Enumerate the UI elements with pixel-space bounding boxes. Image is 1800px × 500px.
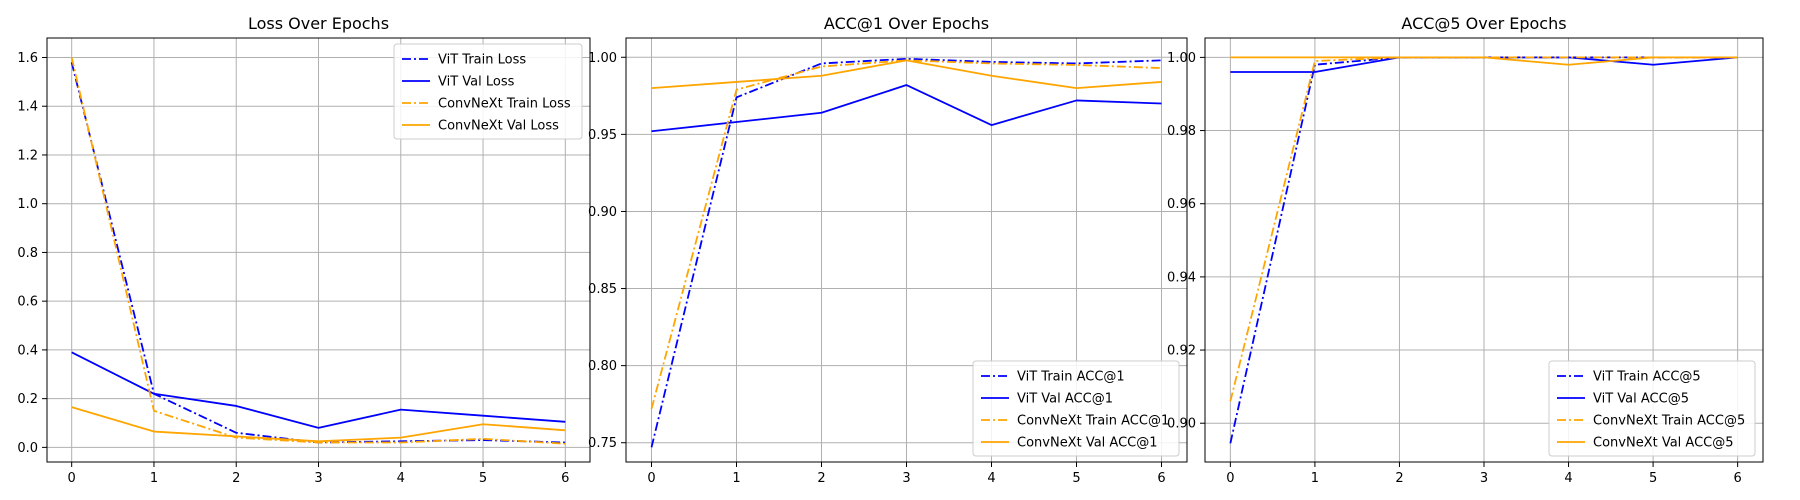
y-tick-label: 0.6 xyxy=(17,295,38,310)
plot-frame xyxy=(1204,37,1764,463)
series-line-4 xyxy=(651,59,1162,90)
x-tick-label: 0 xyxy=(68,471,76,486)
y-tick-label: 0.90 xyxy=(1167,417,1196,432)
x-tick-label: 0 xyxy=(647,471,655,486)
y-tick-label: 0.90 xyxy=(588,205,617,220)
chart-panel-3: ACC@5 Over Epochs 0 1 2 3 4 5 6 0.90 0.92 0.94 0.96… xyxy=(1167,14,1764,486)
legend-label: ViT Train Loss xyxy=(438,53,526,68)
legend: ViT Train ACC@5 ViT Val ACC@5 ConvNeXt Tra… xyxy=(1548,360,1756,457)
legend-label: ConvNeXt Train Loss xyxy=(438,97,571,112)
series-line-1 xyxy=(650,57,1162,448)
legend-box xyxy=(972,360,1180,457)
series-line-2 xyxy=(71,351,566,429)
series-line-4 xyxy=(71,406,566,443)
legend-label: ConvNeXt Val ACC@1 xyxy=(1017,436,1158,451)
legend-label: ViT Val Loss xyxy=(438,75,515,90)
plot-frame xyxy=(46,37,591,463)
chart-title: ACC@1 Over Epochs xyxy=(824,14,989,33)
y-tick-label: 0.4 xyxy=(17,343,38,358)
legend-label: ConvNeXt Val Loss xyxy=(438,119,559,134)
chart-title: Loss Over Epochs xyxy=(248,14,389,33)
x-tick-label: 5 xyxy=(1649,471,1657,486)
x-tick-label: 2 xyxy=(232,471,240,486)
y-tick-label: 0.85 xyxy=(588,282,617,297)
chart-panel-1: Loss Over Epochs 0 1 2 3 4 5 6 0.0 0.2 0.4 0.6 0.8 1.… xyxy=(17,14,591,486)
legend-label: ConvNeXt Train ACC@1 xyxy=(1017,414,1169,429)
y-tick-label: 1.4 xyxy=(17,100,38,115)
legend-box xyxy=(1548,360,1756,457)
y-tick-label: 0.96 xyxy=(1167,197,1196,212)
x-tick-label: 2 xyxy=(817,471,825,486)
y-tick-label: 1.00 xyxy=(1167,51,1196,66)
x-tick-label: 1 xyxy=(1311,471,1319,486)
legend-box xyxy=(393,43,583,140)
y-tick-label: 1.0 xyxy=(17,197,38,212)
legend-label: ViT Train ACC@1 xyxy=(1017,370,1125,385)
x-tick-label: 0 xyxy=(1226,471,1234,486)
legend-label: ConvNeXt Train ACC@5 xyxy=(1593,414,1745,429)
series-line-3 xyxy=(650,59,1162,410)
legend-label: ViT Val ACC@5 xyxy=(1593,392,1689,407)
x-tick-label: 3 xyxy=(1480,471,1488,486)
series-line-2 xyxy=(651,84,1162,133)
x-tick-label: 4 xyxy=(987,471,995,486)
legend-label: ConvNeXt Val ACC@5 xyxy=(1593,436,1734,451)
y-tick-label: 0.98 xyxy=(1167,124,1196,139)
x-tick-label: 4 xyxy=(1564,471,1572,486)
legend-label: ViT Val ACC@1 xyxy=(1017,392,1113,407)
x-tick-label: 6 xyxy=(1157,471,1165,486)
y-tick-label: 0.80 xyxy=(588,359,617,374)
y-tick-label: 0.92 xyxy=(1167,344,1196,359)
x-tick-label: 3 xyxy=(314,471,322,486)
x-tick-label: 6 xyxy=(561,471,569,486)
y-tick-label: 1.6 xyxy=(17,51,38,66)
x-tick-label: 3 xyxy=(902,471,910,486)
x-tick-label: 5 xyxy=(1072,471,1080,486)
y-tick-label: 0.94 xyxy=(1167,270,1196,285)
y-tick-label: 0.75 xyxy=(588,436,617,451)
x-tick-label: 4 xyxy=(397,471,405,486)
series-line-3 xyxy=(70,57,566,445)
x-tick-label: 6 xyxy=(1733,471,1741,486)
legend-label: ViT Train ACC@5 xyxy=(1593,370,1701,385)
y-tick-label: 0.0 xyxy=(17,441,38,456)
y-tick-label: 0.95 xyxy=(588,128,617,143)
series-line-4 xyxy=(1230,56,1738,66)
y-tick-label: 1.2 xyxy=(17,148,38,163)
legend: ViT Train Loss ViT Val Loss ConvNeXt Train… xyxy=(393,43,583,140)
chart-title: ACC@5 Over Epochs xyxy=(1401,14,1566,33)
x-tick-label: 1 xyxy=(150,471,158,486)
legend: ViT Train ACC@1 ViT Val ACC@1 ConvNeXt Tra… xyxy=(972,360,1180,457)
x-tick-label: 2 xyxy=(1395,471,1403,486)
x-tick-label: 5 xyxy=(479,471,487,486)
y-tick-label: 1.00 xyxy=(588,51,617,66)
plot-frame xyxy=(625,37,1188,463)
y-tick-label: 0.8 xyxy=(17,246,38,261)
y-tick-label: 0.2 xyxy=(17,392,38,407)
chart-panel-2: ACC@1 Over Epochs 0 1 2 3 4 5 6 0.75 0.80 0.85 0.90… xyxy=(588,14,1188,486)
x-tick-label: 1 xyxy=(732,471,740,486)
